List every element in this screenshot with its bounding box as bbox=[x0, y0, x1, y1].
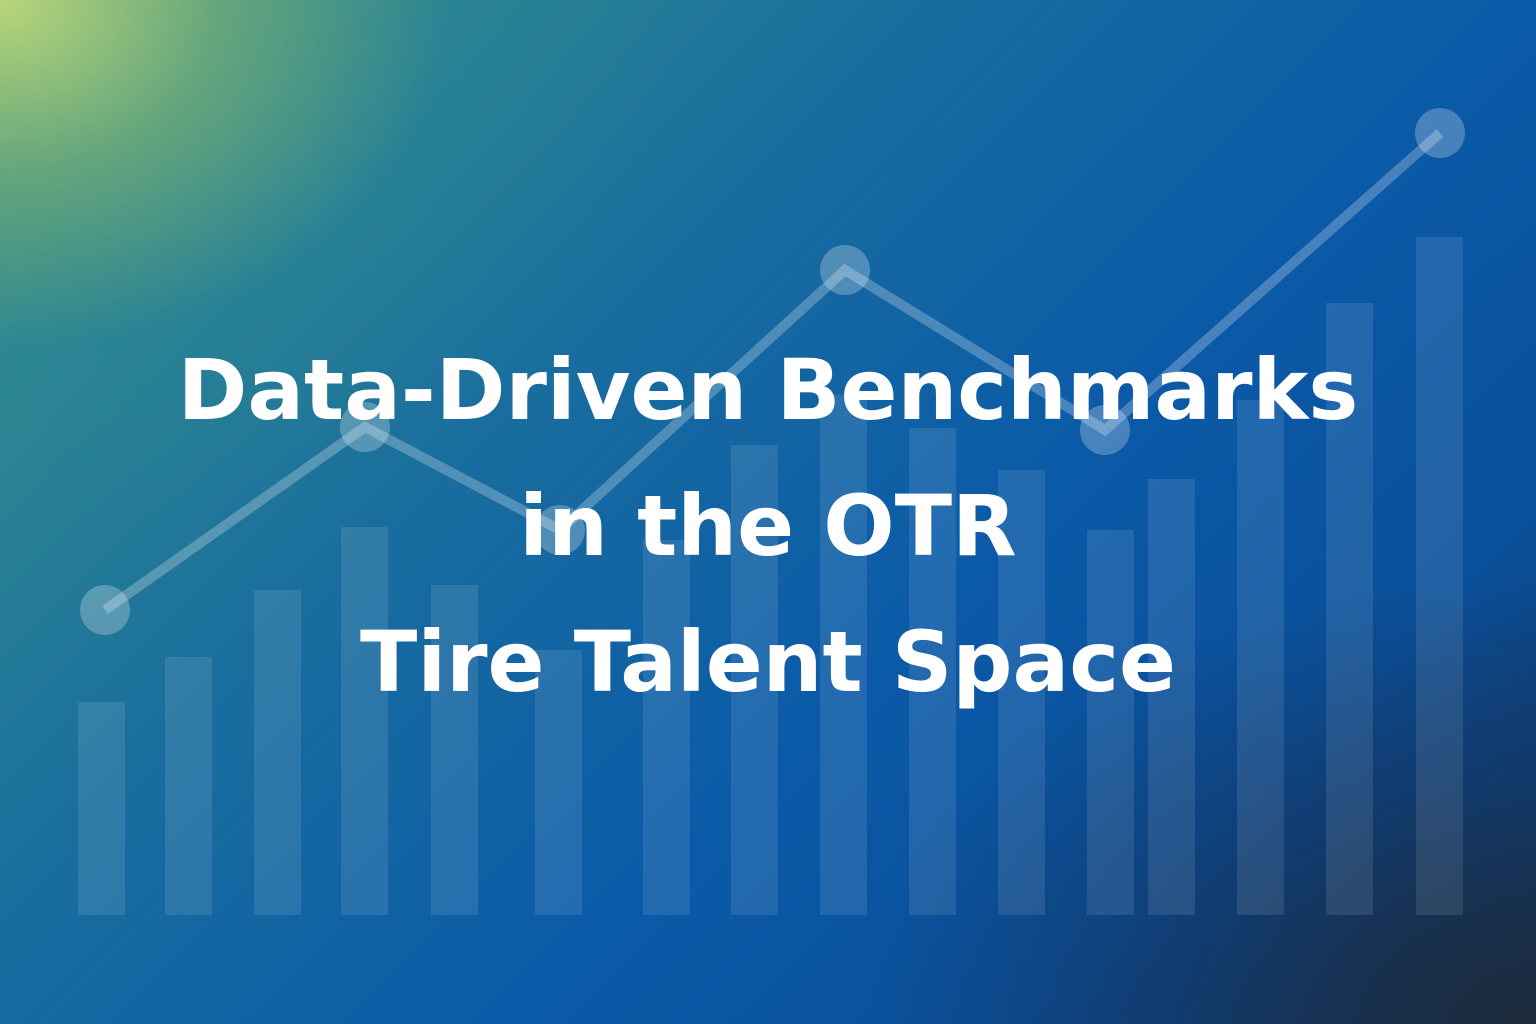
decorative-bar bbox=[1087, 530, 1134, 915]
decorative-bar bbox=[998, 470, 1045, 915]
decorative-trend-line bbox=[102, 129, 1444, 615]
title-line-3: Tire Talent Space bbox=[360, 613, 1176, 711]
decorative-bar bbox=[731, 445, 778, 915]
decorative-bar bbox=[165, 657, 212, 915]
decorative-bar bbox=[78, 702, 125, 915]
decorative-bar bbox=[1326, 303, 1373, 915]
decorative-bar bbox=[820, 395, 867, 915]
decorative-bar bbox=[1148, 479, 1195, 915]
decorative-point bbox=[1415, 108, 1465, 158]
decorative-bar bbox=[909, 428, 956, 915]
decorative-point bbox=[535, 505, 585, 555]
title-line-1: Data-Driven Benchmarks bbox=[177, 341, 1359, 439]
decorative-bar bbox=[341, 527, 388, 915]
page-title: Data-Driven Benchmarks in the OTR Tire T… bbox=[0, 322, 1536, 730]
decorative-bar bbox=[431, 585, 478, 915]
title-line-2: in the OTR bbox=[519, 477, 1017, 575]
decorative-bar bbox=[643, 540, 690, 915]
decorative-bar bbox=[1416, 237, 1463, 915]
decorative-point bbox=[80, 585, 130, 635]
decorative-bar bbox=[1237, 400, 1284, 915]
decorative-point bbox=[820, 245, 870, 295]
decorative-bar bbox=[254, 590, 301, 915]
decorative-point bbox=[1080, 405, 1130, 455]
decorative-point bbox=[340, 402, 390, 452]
decorative-bar bbox=[535, 650, 582, 915]
